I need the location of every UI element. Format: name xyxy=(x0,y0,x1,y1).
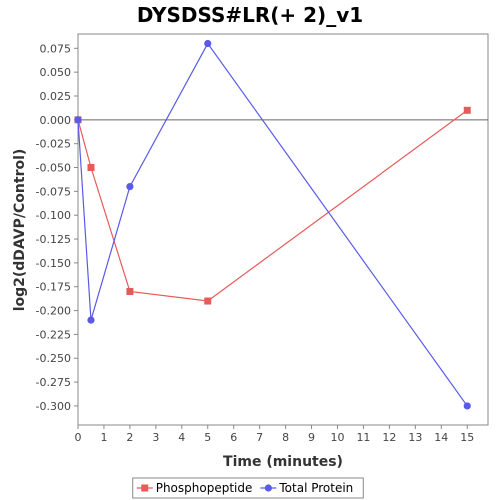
data-point-total-protein xyxy=(204,39,212,48)
data-point-total-protein xyxy=(74,116,82,124)
x-tick-label: 8 xyxy=(282,431,289,444)
y-tick-label: -0.075 xyxy=(36,185,71,198)
y-tick-label: -0.100 xyxy=(36,209,71,222)
data-point-total-protein xyxy=(87,316,95,324)
legend-label-total-protein: Total Protein xyxy=(278,481,353,495)
x-tick-label: 6 xyxy=(230,431,237,444)
x-tick-label: 14 xyxy=(434,431,448,444)
x-tick-label: 13 xyxy=(408,431,422,444)
y-tick-label: 0.050 xyxy=(40,66,72,79)
x-tick-label: 10 xyxy=(330,431,344,444)
plot-area xyxy=(77,33,489,426)
data-point-phosphopeptide xyxy=(126,287,134,295)
legend-marker-phosphopeptide xyxy=(141,484,149,492)
y-tick-label: -0.250 xyxy=(36,352,71,365)
x-tick-label: 1 xyxy=(100,431,107,444)
x-tick-label: 0 xyxy=(75,431,82,444)
data-point-total-protein xyxy=(463,402,471,410)
x-axis: 0 1 2 3 4 5 6 7 8 9 10 11 12 13 14 15 xyxy=(75,425,474,444)
x-tick-label: 7 xyxy=(256,431,263,444)
y-tick-label: -0.150 xyxy=(36,257,71,270)
series-layer xyxy=(74,39,471,410)
data-point-phosphopeptide xyxy=(204,297,212,305)
legend-label-phosphopeptide: Phosphopeptide xyxy=(156,481,253,495)
chart-title: DYSDSS#LR(+ 2)_v1 xyxy=(137,3,363,27)
y-tick-label: 0.000 xyxy=(40,114,72,127)
y-tick-label: -0.275 xyxy=(36,376,71,389)
x-axis-title: Time (minutes) xyxy=(223,454,343,470)
x-tick-label: 15 xyxy=(460,431,474,444)
y-tick-label: -0.125 xyxy=(36,233,71,246)
x-tick-label: 5 xyxy=(204,431,211,444)
legend-marker-total-protein xyxy=(264,484,272,492)
legend-box xyxy=(132,477,364,499)
y-tick-label: -0.025 xyxy=(36,138,71,151)
x-tick-label: 11 xyxy=(356,431,370,444)
x-tick-label: 4 xyxy=(178,431,185,444)
y-tick-label: -0.050 xyxy=(36,162,71,175)
data-point-total-protein xyxy=(126,182,134,191)
y-tick-label: -0.300 xyxy=(36,400,71,413)
data-point-phosphopeptide xyxy=(463,106,471,114)
x-tick-label: 3 xyxy=(152,431,159,444)
data-point-phosphopeptide xyxy=(87,164,95,172)
legend: Phosphopeptide Total Protein xyxy=(132,477,364,499)
y-tick-label: -0.200 xyxy=(36,305,71,318)
x-tick-label: 9 xyxy=(308,431,315,444)
y-axis-title: log2(dDAVP/Control) xyxy=(12,149,28,312)
x-tick-label: 12 xyxy=(382,431,396,444)
x-tick-label: 2 xyxy=(126,431,133,444)
y-tick-label: 0.025 xyxy=(40,90,72,103)
y-axis: 0.075 0.050 0.025 0.000 -0.025 -0.050 -0.075 -0… xyxy=(36,42,78,413)
y-tick-label: 0.075 xyxy=(40,42,72,55)
y-tick-label: -0.225 xyxy=(36,328,71,341)
y-tick-label: -0.175 xyxy=(36,281,71,294)
